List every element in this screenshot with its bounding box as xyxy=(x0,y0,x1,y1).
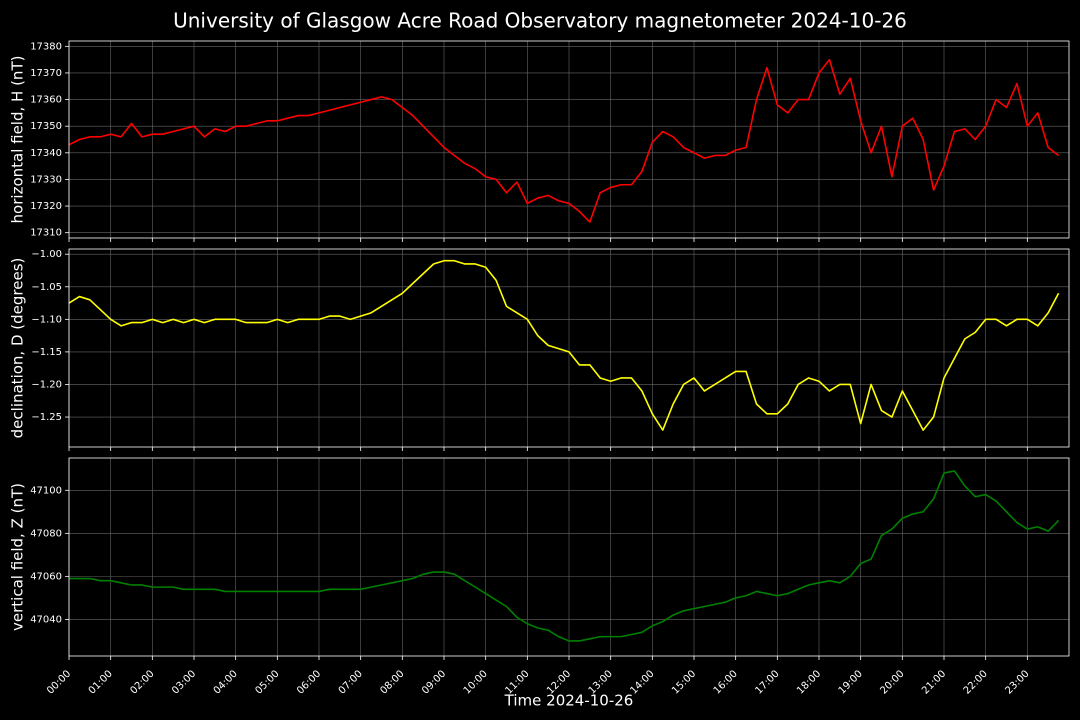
y-tick-label: 17380 xyxy=(30,41,62,52)
data-line xyxy=(68,58,1060,223)
axes-frame xyxy=(68,40,1070,239)
y-tick-label: 17320 xyxy=(30,201,62,212)
y-tick-label: 17340 xyxy=(30,148,62,159)
y-tick-label: 17330 xyxy=(30,174,62,185)
x-tick-label: 16:00 xyxy=(712,668,740,696)
axes-frame xyxy=(68,457,1070,657)
x-tick-label: 23:00 xyxy=(1003,668,1031,696)
x-tick-label: 18:00 xyxy=(795,668,823,696)
x-tick-label: 17:00 xyxy=(753,668,781,696)
x-tick-label: 08:00 xyxy=(378,668,406,696)
y-tick-label: 17310 xyxy=(30,228,62,239)
y-tick-label: 47060 xyxy=(30,571,62,582)
x-tick-label: 01:00 xyxy=(87,668,115,696)
x-axis-label: Time 2024-10-26 xyxy=(504,692,634,710)
figure-title: University of Glasgow Acre Road Observat… xyxy=(173,9,907,33)
x-tick-label: 20:00 xyxy=(878,668,906,696)
y-tick-label: 47080 xyxy=(30,528,62,539)
data-line xyxy=(69,470,1060,642)
x-tick-label: 04:00 xyxy=(212,668,240,696)
y-tick-label: 17370 xyxy=(30,68,62,79)
x-tick-label: 02:00 xyxy=(128,668,156,696)
y-tick-label: −1.10 xyxy=(31,314,62,325)
x-tick-label: 15:00 xyxy=(670,668,698,696)
y-tick-label: −1.05 xyxy=(31,282,62,293)
y-axis-label: declination, D (degrees) xyxy=(9,258,27,439)
x-tick-label: 10:00 xyxy=(462,668,490,696)
y-axis-label: vertical field, Z (nT) xyxy=(9,483,27,631)
x-tick-label: 21:00 xyxy=(920,668,948,696)
y-axis-label: horizontal field, H (nT) xyxy=(9,56,27,224)
data-line xyxy=(68,259,1060,431)
x-tick-label: 22:00 xyxy=(962,668,990,696)
y-tick-label: −1.25 xyxy=(31,412,62,423)
x-tick-label: 09:00 xyxy=(420,668,448,696)
x-tick-label: 07:00 xyxy=(337,668,365,696)
x-tick-label: 03:00 xyxy=(170,668,198,696)
y-tick-label: −1.00 xyxy=(31,249,62,260)
x-tick-label: 19:00 xyxy=(837,668,865,696)
x-tick-label: 00:00 xyxy=(45,668,73,696)
y-tick-label: 47100 xyxy=(30,485,62,496)
x-tick-label: 06:00 xyxy=(295,668,323,696)
x-tick-label: 05:00 xyxy=(253,668,281,696)
y-tick-label: −1.20 xyxy=(31,379,62,390)
axes-frame xyxy=(68,248,1070,448)
y-tick-label: 47040 xyxy=(30,614,62,625)
y-tick-label: −1.15 xyxy=(31,347,62,358)
y-tick-label: 17350 xyxy=(30,121,62,132)
y-tick-label: 17360 xyxy=(30,95,62,106)
